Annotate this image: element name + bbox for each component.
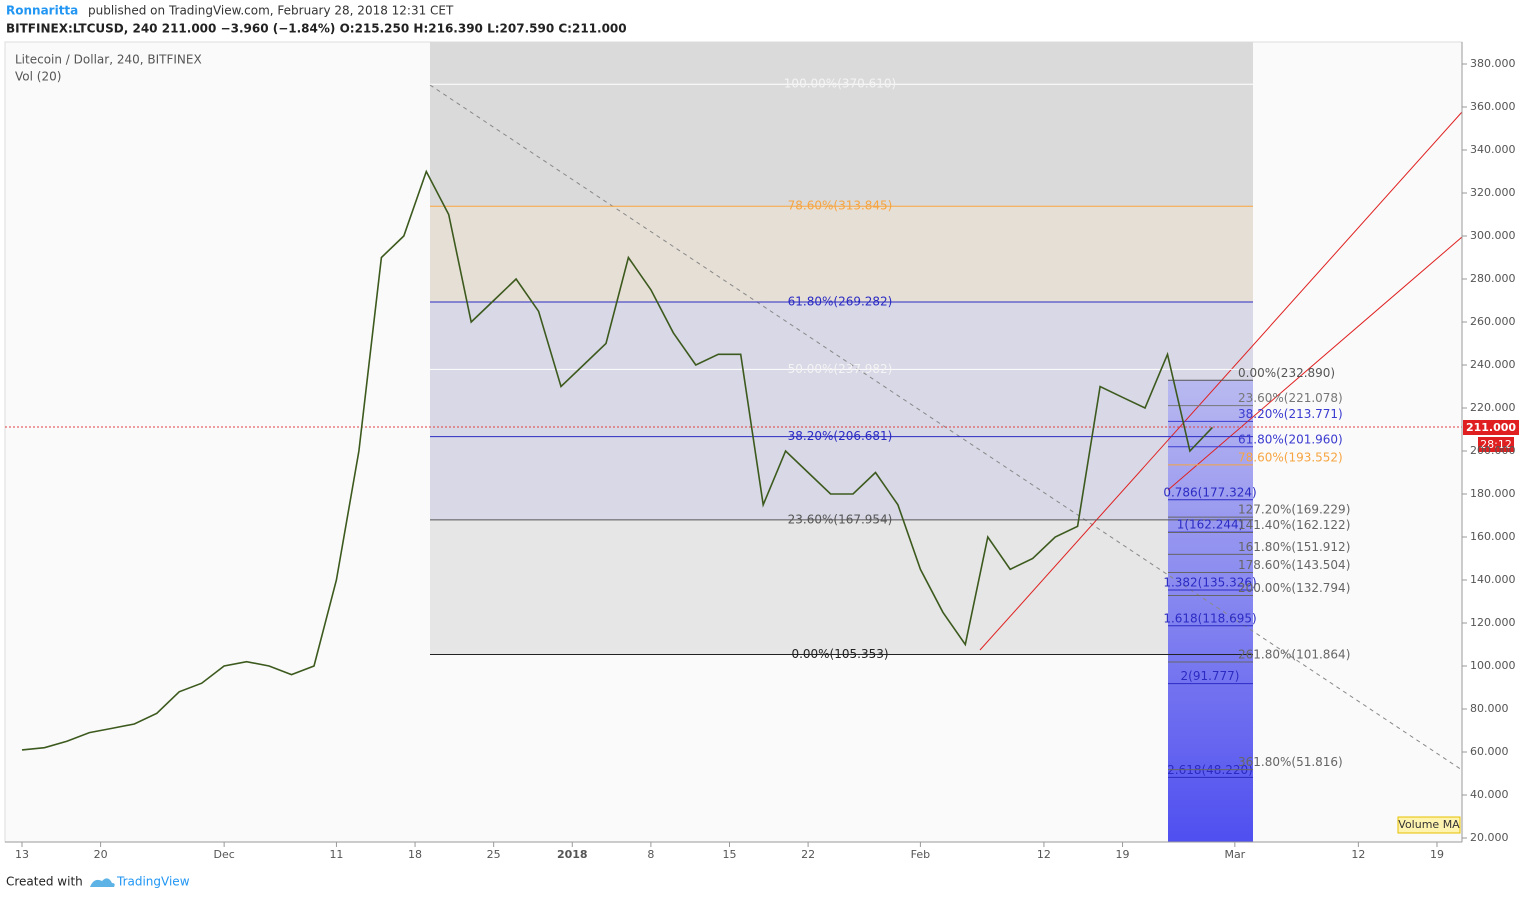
fib-right-label: 61.80%(201.960)	[1238, 432, 1343, 446]
time-tick-label: 13	[15, 848, 29, 861]
legend-volume: Vol (20)	[15, 70, 61, 84]
price-tick-label: 380.000	[1470, 57, 1516, 70]
fib-right-label: 200.00%(132.794)	[1238, 581, 1350, 595]
fib-right-label: 23.60%(221.078)	[1238, 391, 1343, 405]
price-tick-label: 200.000	[1470, 444, 1516, 457]
time-tick-label: 8	[647, 848, 654, 861]
footer-created: Created with	[6, 875, 83, 889]
fib-label: 0.00%(105.353)	[791, 647, 888, 661]
fib-right-label: 261.80%(101.864)	[1238, 647, 1350, 661]
symbol-line: BITFINEX:LTCUSD, 240 211.000 −3.960 (−1.…	[6, 22, 627, 36]
price-tick-label: 140.000	[1470, 573, 1516, 586]
fib-right-label: 38.20%(213.771)	[1238, 407, 1343, 421]
countdown-tag	[1478, 437, 1514, 452]
time-tick-label: 25	[487, 848, 501, 861]
volume-ma-label: Volume MA	[1398, 818, 1460, 831]
author[interactable]: Ronnaritta	[6, 4, 78, 18]
fib-label: 38.20%(206.681)	[788, 429, 893, 443]
price-tick-label: 340.000	[1470, 143, 1516, 156]
time-tick-label: 20	[94, 848, 108, 861]
time-tick-label: Mar	[1224, 848, 1245, 861]
price-tick-label: 60.000	[1470, 745, 1509, 758]
price-tick-label: 300.000	[1470, 229, 1516, 242]
fib-zone-orange	[430, 206, 1253, 302]
legend-title: Litecoin / Dollar, 240, BITFINEX	[15, 53, 202, 67]
trend-line	[1167, 236, 1463, 491]
price-tag-label: 211.000	[1466, 421, 1516, 434]
fib-right-label: 78.60%(193.552)	[1238, 450, 1343, 464]
volume-ma-badge	[1397, 816, 1461, 834]
time-tick-label: 19	[1116, 848, 1130, 861]
trend-line	[979, 111, 1463, 651]
price-tick-label: 180.000	[1470, 487, 1516, 500]
time-tick-label: 19	[1430, 848, 1444, 861]
price-tick-label: 360.000	[1470, 100, 1516, 113]
brand-icon	[90, 878, 115, 887]
fib-label: 50.00%(237.982)	[788, 362, 893, 376]
price-tick-label: 220.000	[1470, 401, 1516, 414]
price-tick-label: 40.000	[1470, 788, 1509, 801]
fib-ext-label: 0.786(177.324)	[1163, 485, 1256, 499]
price-tick-label: 240.000	[1470, 358, 1516, 371]
fib-right-label: 361.80%(51.816)	[1238, 755, 1343, 769]
price-tick-label: 280.000	[1470, 272, 1516, 285]
time-tick-label: 2018	[557, 848, 588, 861]
fib-ext-label: 1(162.244)	[1177, 518, 1244, 532]
time-tick-label: 18	[408, 848, 422, 861]
fib-right-label: 0.00%(232.890)	[1238, 366, 1335, 380]
published: published on TradingView.com, February 2…	[88, 4, 454, 18]
fib-label: 61.80%(269.282)	[788, 295, 893, 309]
fib-extension-zone	[1168, 380, 1253, 842]
price-tick-label: 100.000	[1470, 659, 1516, 672]
countdown-label: 28:12	[1480, 438, 1512, 451]
fib-zone-blue	[430, 302, 1253, 520]
fib-label: 100.00%(370.610)	[784, 77, 896, 91]
fib-right-label: 161.80%(151.912)	[1238, 540, 1350, 554]
time-tick-label: 22	[801, 848, 815, 861]
fib-zone-top	[430, 42, 1253, 206]
fib-ext-label: 1.382(135.326)	[1163, 576, 1256, 590]
fib-label: 23.60%(167.954)	[788, 512, 893, 526]
fib-ext-label: 1.618(118.695)	[1163, 611, 1256, 625]
price-tick-label: 20.000	[1470, 831, 1509, 844]
time-tick-label: Dec	[213, 848, 234, 861]
price-tag	[1463, 420, 1519, 435]
fib-right-label: 141.40%(162.122)	[1238, 518, 1350, 532]
time-tick-label: Feb	[911, 848, 930, 861]
time-tick-label: 15	[722, 848, 736, 861]
time-tick-label: 11	[329, 848, 343, 861]
price-line	[21, 169, 1213, 751]
fib-label: 78.60%(313.845)	[788, 199, 893, 213]
fib-right-label: 127.20%(169.229)	[1238, 503, 1350, 517]
time-tick-label: 12	[1037, 848, 1051, 861]
price-tick-label: 80.000	[1470, 702, 1509, 715]
fib-right-label: 178.60%(143.504)	[1238, 558, 1350, 572]
price-tick-label: 260.000	[1470, 315, 1516, 328]
footer-brand[interactable]: TradingView	[116, 875, 190, 889]
time-tick-label: 12	[1351, 848, 1365, 861]
price-tick-label: 120.000	[1470, 616, 1516, 629]
price-tick-label: 320.000	[1470, 186, 1516, 199]
price-tick-label: 160.000	[1470, 530, 1516, 543]
fib-ext-label: 2(91.777)	[1181, 669, 1240, 683]
